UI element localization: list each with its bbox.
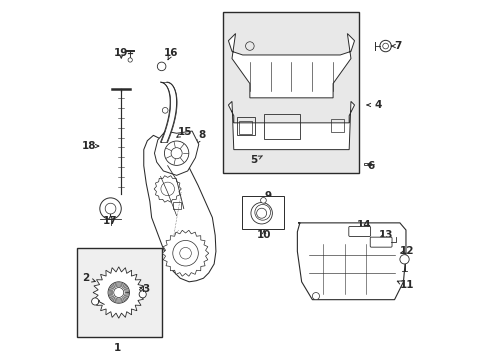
Text: 11: 11 <box>399 280 413 291</box>
Text: 10: 10 <box>256 230 271 240</box>
Bar <box>173 202 181 208</box>
Circle shape <box>100 198 121 219</box>
Circle shape <box>161 182 174 196</box>
Text: 14: 14 <box>356 220 371 230</box>
Text: 15: 15 <box>178 127 192 137</box>
Circle shape <box>108 282 129 303</box>
Circle shape <box>399 255 408 264</box>
Text: 2: 2 <box>82 273 89 283</box>
Bar <box>247 197 275 228</box>
Text: 18: 18 <box>81 141 96 151</box>
Polygon shape <box>93 267 144 318</box>
Bar <box>237 117 255 135</box>
Text: 12: 12 <box>399 247 413 256</box>
Polygon shape <box>154 131 198 175</box>
Circle shape <box>180 247 191 259</box>
Polygon shape <box>297 223 405 300</box>
Text: 19: 19 <box>114 48 128 58</box>
Circle shape <box>250 203 272 224</box>
Text: 6: 6 <box>367 161 374 171</box>
Text: 13: 13 <box>378 230 392 240</box>
Circle shape <box>139 291 146 298</box>
Text: 4: 4 <box>374 100 381 110</box>
Text: 9: 9 <box>264 191 271 201</box>
Bar <box>77 248 162 337</box>
Text: 16: 16 <box>163 48 178 58</box>
Circle shape <box>379 40 390 52</box>
Circle shape <box>157 62 165 71</box>
Text: 17: 17 <box>103 216 118 226</box>
Polygon shape <box>143 135 216 282</box>
Bar <box>241 196 283 229</box>
Circle shape <box>260 198 266 203</box>
Circle shape <box>162 108 168 113</box>
Text: 3: 3 <box>142 284 150 294</box>
FancyBboxPatch shape <box>348 226 370 237</box>
Circle shape <box>164 141 188 165</box>
Circle shape <box>91 298 99 305</box>
Polygon shape <box>228 33 354 98</box>
Circle shape <box>105 203 116 214</box>
Bar <box>364 163 370 165</box>
Circle shape <box>172 240 198 266</box>
Text: 8: 8 <box>198 130 205 140</box>
Bar <box>331 119 343 132</box>
Bar <box>223 12 358 173</box>
Polygon shape <box>228 102 354 150</box>
Polygon shape <box>154 176 181 202</box>
FancyBboxPatch shape <box>369 237 391 247</box>
Text: 5: 5 <box>249 156 257 165</box>
Bar <box>239 121 251 134</box>
Circle shape <box>128 58 132 62</box>
Circle shape <box>114 288 123 297</box>
Circle shape <box>256 208 266 218</box>
Circle shape <box>312 293 319 300</box>
Bar <box>264 114 299 139</box>
Polygon shape <box>162 230 208 276</box>
Circle shape <box>171 148 182 159</box>
Circle shape <box>382 43 387 49</box>
Text: 7: 7 <box>394 41 401 51</box>
Text: 1: 1 <box>114 342 121 352</box>
